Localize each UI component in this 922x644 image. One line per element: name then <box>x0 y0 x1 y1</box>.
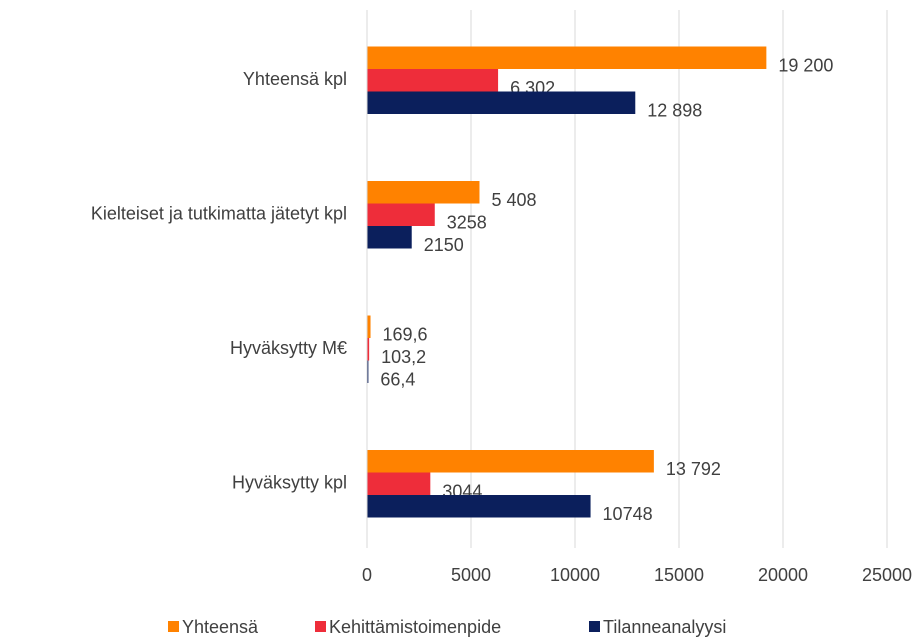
value-label: 10748 <box>603 504 653 524</box>
bar <box>367 495 591 518</box>
bar <box>367 91 636 114</box>
legend-label: Tilanneanalyysi <box>603 617 726 637</box>
value-label: 3258 <box>447 213 487 233</box>
bar <box>367 338 370 361</box>
x-tick-label: 20000 <box>758 565 808 585</box>
value-label: 2150 <box>424 235 464 255</box>
y-tick-label: Yhteensä kpl <box>243 69 347 89</box>
value-label: 19 200 <box>778 56 833 76</box>
value-label: 12 898 <box>647 101 702 121</box>
x-tick-label: 10000 <box>550 565 600 585</box>
bar <box>367 69 499 92</box>
value-label: 169,6 <box>383 325 428 345</box>
y-tick-label: Kielteiset ja tutkimatta jätetyt kpl <box>91 204 347 224</box>
x-tick-label: 15000 <box>654 565 704 585</box>
bar <box>367 315 371 338</box>
value-label: 103,2 <box>381 347 426 367</box>
value-label: 5 408 <box>491 190 536 210</box>
y-tick-label: Hyväksytty M€ <box>230 338 347 358</box>
x-tick-label: 5000 <box>451 565 491 585</box>
legend-swatch <box>589 621 600 632</box>
bar <box>367 472 431 495</box>
value-label: 13 792 <box>666 459 721 479</box>
bar <box>367 226 412 249</box>
bar <box>367 450 654 473</box>
y-tick-label: Hyväksytty kpl <box>232 473 347 493</box>
bar <box>367 360 369 383</box>
x-tick-label: 0 <box>362 565 372 585</box>
legend-swatch <box>315 621 326 632</box>
bar <box>367 46 767 69</box>
value-label: 66,4 <box>380 370 415 390</box>
x-tick-label: 25000 <box>862 565 912 585</box>
legend-label: Kehittämistoimenpide <box>329 617 501 637</box>
legend-label: Yhteensä <box>182 617 259 637</box>
bar <box>367 203 435 226</box>
bar <box>367 181 480 204</box>
legend-swatch <box>168 621 179 632</box>
